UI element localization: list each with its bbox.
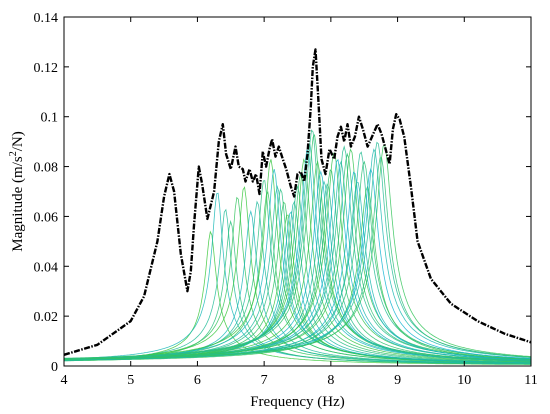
- y-tick-label: 0: [51, 360, 58, 375]
- envelope-curve: [63, 48, 532, 356]
- envelope-line: [63, 48, 532, 356]
- x-axis-label: Frequency (Hz): [250, 394, 345, 410]
- mode-curve: [64, 208, 532, 365]
- x-tick-label: 11: [524, 373, 537, 388]
- y-axis-label-tail: /N): [10, 131, 26, 151]
- x-tick-label: 10: [457, 373, 471, 388]
- mode-curve: [63, 152, 532, 360]
- mode-curve: [64, 219, 531, 365]
- y-axis-label-main: Magnitude (m/s: [10, 156, 26, 252]
- mode-curve: [63, 192, 532, 365]
- mode-curve: [64, 129, 532, 361]
- y-tick-label: 0.1: [41, 111, 59, 126]
- mode-curve: [63, 151, 532, 360]
- x-tick-label: 5: [127, 373, 134, 388]
- y-tick-label: 0.06: [34, 210, 59, 225]
- x-tick-label: 9: [394, 373, 401, 388]
- y-axis-label: Magnitude (m/s2/N): [8, 131, 26, 251]
- x-tick-label: 7: [261, 373, 268, 388]
- plot-frame: [63, 16, 532, 367]
- mode-curve: [64, 214, 532, 364]
- mode-curve: [64, 158, 531, 361]
- x-tick-label: 8: [327, 373, 334, 388]
- y-tick-label: 0.12: [34, 61, 59, 76]
- mode-curve: [64, 143, 532, 360]
- x-axis-ticks: 4 5 6 7 8 9 10 11: [61, 17, 538, 388]
- y-tick-label: 0.08: [34, 161, 59, 176]
- y-tick-label: 0.02: [34, 310, 59, 325]
- x-tick-label: 4: [61, 373, 68, 388]
- y-axis-ticks: 0 0.02 0.04 0.06 0.08 0.1 0.12 0.14: [34, 11, 531, 375]
- y-tick-label: 0.14: [34, 11, 59, 26]
- mode-curve: [63, 152, 532, 361]
- x-tick-label: 6: [194, 373, 201, 388]
- y-tick-label: 0.04: [34, 260, 59, 275]
- y-axis-label-superscript: 2: [8, 151, 19, 156]
- mode-response-curves: [63, 129, 532, 365]
